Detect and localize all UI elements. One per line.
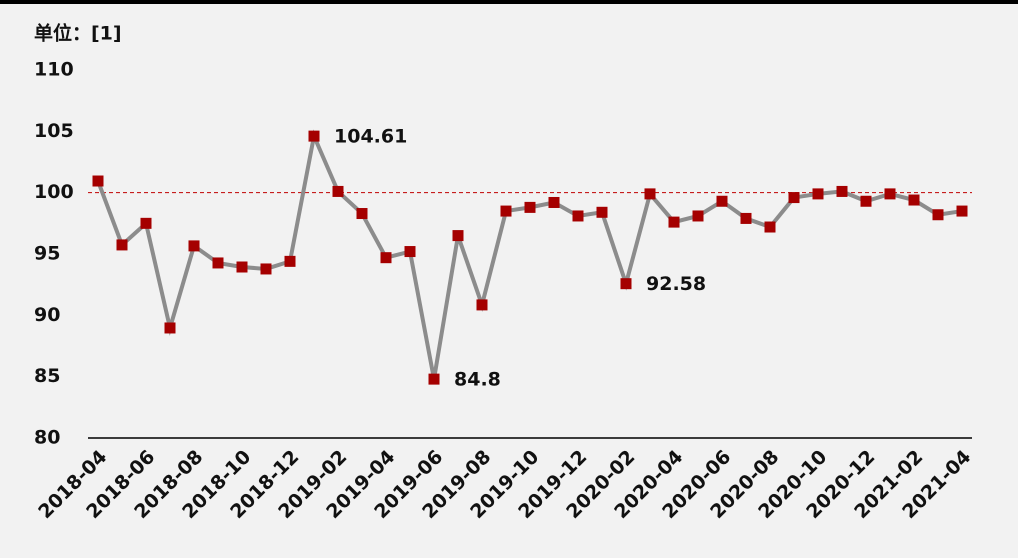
data-marker [164, 322, 176, 334]
data-marker [476, 299, 488, 311]
y-axis-label: 单位：[1] [34, 22, 122, 45]
data-marker [836, 185, 848, 197]
data-marker [716, 195, 728, 207]
data-marker [548, 196, 560, 208]
data-marker [428, 373, 440, 385]
data-marker [332, 185, 344, 197]
y-tick-label: 105 [34, 120, 74, 142]
data-marker [668, 216, 680, 228]
data-marker [140, 217, 152, 229]
data-marker [884, 188, 896, 200]
data-marker [596, 206, 608, 218]
data-marker [764, 221, 776, 233]
top-border [0, 0, 1018, 4]
data-marker [92, 175, 104, 187]
data-label: 92.58 [646, 273, 706, 295]
data-label: 104.61 [334, 126, 407, 148]
data-marker [356, 208, 368, 220]
data-marker [188, 240, 200, 252]
data-marker [788, 192, 800, 204]
data-marker [692, 210, 704, 222]
data-marker [812, 188, 824, 200]
y-tick-label: 85 [34, 365, 60, 387]
y-tick-label: 95 [34, 243, 60, 265]
data-marker [740, 212, 752, 224]
y-tick-label: 100 [34, 181, 74, 203]
data-marker [932, 209, 944, 221]
y-tick-label: 110 [34, 59, 74, 81]
data-marker [908, 194, 920, 206]
data-marker [212, 257, 224, 269]
y-tick-label: 80 [34, 427, 60, 449]
data-marker [620, 278, 632, 290]
data-marker [500, 205, 512, 217]
data-marker [452, 230, 464, 242]
data-marker [260, 263, 272, 275]
data-marker [236, 261, 248, 273]
data-marker [404, 246, 416, 258]
y-tick-label: 90 [34, 304, 60, 326]
data-marker [644, 188, 656, 200]
data-marker [860, 195, 872, 207]
data-marker [572, 210, 584, 222]
data-label: 84.8 [454, 369, 501, 391]
data-marker [380, 252, 392, 264]
data-marker [284, 255, 296, 267]
data-marker [116, 239, 128, 251]
data-marker [956, 205, 968, 217]
data-marker [308, 130, 320, 142]
data-marker [524, 201, 536, 213]
series-line [96, 129, 963, 380]
